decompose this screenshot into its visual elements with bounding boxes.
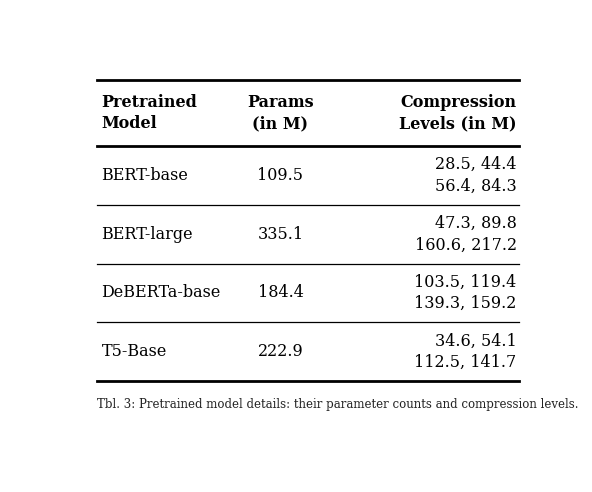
Text: T5-Base: T5-Base [102, 343, 167, 360]
Text: 103.5, 119.4
139.3, 159.2: 103.5, 119.4 139.3, 159.2 [414, 274, 517, 312]
Text: Compression
Levels (in M): Compression Levels (in M) [399, 94, 517, 132]
Text: 222.9: 222.9 [258, 343, 303, 360]
Text: BERT-base: BERT-base [102, 167, 188, 184]
Text: 34.6, 54.1
112.5, 141.7: 34.6, 54.1 112.5, 141.7 [414, 333, 517, 371]
Text: 47.3, 89.8
160.6, 217.2: 47.3, 89.8 160.6, 217.2 [414, 215, 517, 253]
Text: Pretrained
Model: Pretrained Model [102, 94, 197, 132]
Text: Params
(in M): Params (in M) [247, 94, 314, 132]
Text: BERT-large: BERT-large [102, 226, 193, 243]
Text: 28.5, 44.4
56.4, 84.3: 28.5, 44.4 56.4, 84.3 [435, 156, 517, 195]
Text: 184.4: 184.4 [258, 284, 303, 302]
Text: DeBERTa-base: DeBERTa-base [102, 284, 221, 302]
Text: 335.1: 335.1 [258, 226, 304, 243]
Text: Tbl. 3: Pretrained model details: their parameter counts and compression levels.: Tbl. 3: Pretrained model details: their … [97, 398, 578, 411]
Text: 109.5: 109.5 [258, 167, 304, 184]
